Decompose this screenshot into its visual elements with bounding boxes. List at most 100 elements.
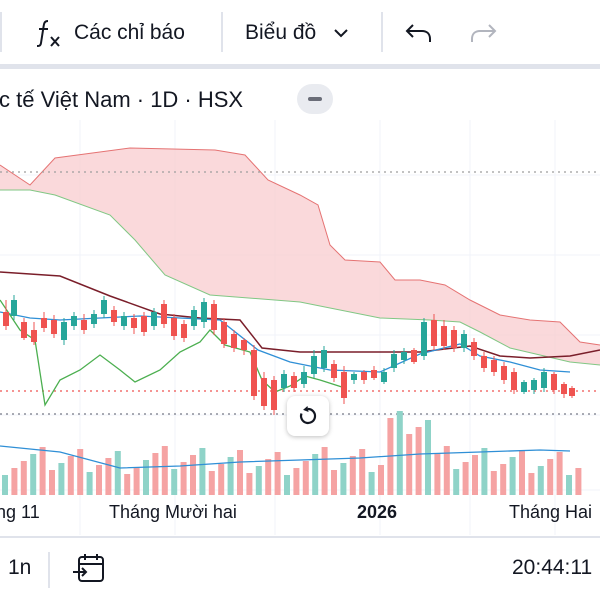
candle-body (431, 320, 437, 346)
candle-body (421, 322, 427, 356)
minus-icon (308, 97, 322, 101)
volume-bar (331, 470, 337, 495)
volume-bar (237, 450, 243, 495)
interval-button[interactable]: 1n (8, 556, 32, 579)
volume-bar (443, 446, 450, 495)
candle-body (41, 318, 47, 328)
volume-bar (519, 450, 525, 495)
candle-body (301, 372, 307, 384)
candle-body (471, 342, 477, 356)
toolbar-divider (221, 12, 223, 52)
candle-body (441, 326, 447, 346)
candle-body (91, 314, 97, 324)
base-line (0, 271, 600, 359)
candle-body (331, 364, 337, 378)
volume-bar (114, 451, 121, 495)
collapse-legend-button[interactable] (297, 84, 333, 114)
chart-type-button[interactable]: Biểu đồ (245, 16, 350, 50)
function-fx-icon (36, 20, 60, 47)
volume-bar (2, 475, 8, 495)
candle-body (261, 378, 267, 406)
volume-bar (227, 457, 234, 495)
volume-bar (208, 471, 215, 495)
candle-body (231, 334, 237, 348)
redo-button[interactable] (468, 16, 498, 50)
symbol-title[interactable]: c tế Việt Nam · 1D · HSX (0, 87, 244, 112)
volume-bar (472, 455, 478, 495)
candle-body (371, 370, 377, 378)
volume-bar (415, 427, 422, 495)
candle-body (131, 318, 137, 328)
goto-date-button[interactable] (71, 552, 107, 591)
volume-bar (39, 447, 46, 495)
session-clock: 20:44:11 (512, 556, 593, 579)
candle-body (461, 334, 467, 348)
volume-bar (190, 455, 196, 495)
volume-bar (30, 454, 37, 495)
candle-body (31, 330, 37, 342)
volume-bar (321, 447, 328, 495)
candle-body (61, 322, 67, 340)
time-axis-label: ng 11 (0, 502, 40, 522)
volume-bar (143, 460, 149, 495)
bottom-divider (0, 536, 600, 538)
undo-button[interactable] (404, 16, 434, 50)
time-axis-label: Tháng Mười hai (109, 502, 237, 522)
candle-body (391, 354, 397, 368)
volume-bar (547, 459, 554, 495)
candle-body (281, 374, 287, 388)
candle-body (3, 312, 9, 326)
volume-bar (77, 449, 84, 495)
volume-bar (96, 465, 102, 495)
candle-body (511, 372, 517, 390)
candle-body (181, 324, 187, 338)
leading-span-b-line (0, 189, 600, 366)
volume-bar (537, 466, 544, 495)
volume-bar (349, 456, 356, 495)
volume-bar (500, 464, 507, 495)
candle-body (161, 304, 167, 324)
indicators-label: Các chỉ báo (74, 21, 185, 44)
volume-bar (359, 449, 366, 495)
candle-body (251, 350, 257, 396)
volume-bar (302, 461, 309, 495)
volume-bar (58, 463, 65, 495)
time-axis: ng 11 Tháng Mười hai 2026 Tháng Hai (0, 500, 600, 526)
candle-body (191, 310, 197, 326)
volume-bar (340, 463, 347, 495)
ichimoku-cloud (0, 148, 600, 365)
redo-icon (471, 24, 497, 42)
candle-body (311, 356, 317, 374)
candle-body (291, 376, 297, 388)
price-chart[interactable] (0, 120, 600, 535)
volume-bar (265, 459, 272, 495)
conversion-line (0, 311, 571, 373)
volume-bar (566, 475, 572, 495)
candle-body (141, 316, 147, 332)
volume-bar (199, 448, 206, 495)
volume-bar (133, 467, 140, 495)
candle-body (491, 360, 497, 372)
candle-body (111, 310, 117, 322)
chevron-down-icon (334, 29, 348, 38)
volume-bar (509, 457, 516, 495)
volume-bar (425, 420, 431, 495)
undo-icon (405, 24, 431, 42)
candle-body (521, 382, 527, 392)
candle-body (121, 316, 127, 326)
volume-bar (86, 472, 93, 495)
indicators-button[interactable]: Các chỉ báo (34, 16, 185, 50)
volume-bar (406, 434, 413, 495)
candle-body (101, 300, 107, 314)
candle-body (211, 304, 217, 330)
candle-body (51, 320, 57, 334)
volume-bar (293, 468, 300, 495)
reset-chart-button[interactable] (287, 396, 329, 436)
candle-body (81, 320, 87, 330)
candle-body (501, 366, 507, 380)
candle-body (221, 322, 227, 344)
candle-body (341, 372, 347, 398)
candlestick-chart[interactable] (0, 120, 600, 535)
candle-body (451, 330, 457, 348)
volume-bar (453, 469, 460, 495)
